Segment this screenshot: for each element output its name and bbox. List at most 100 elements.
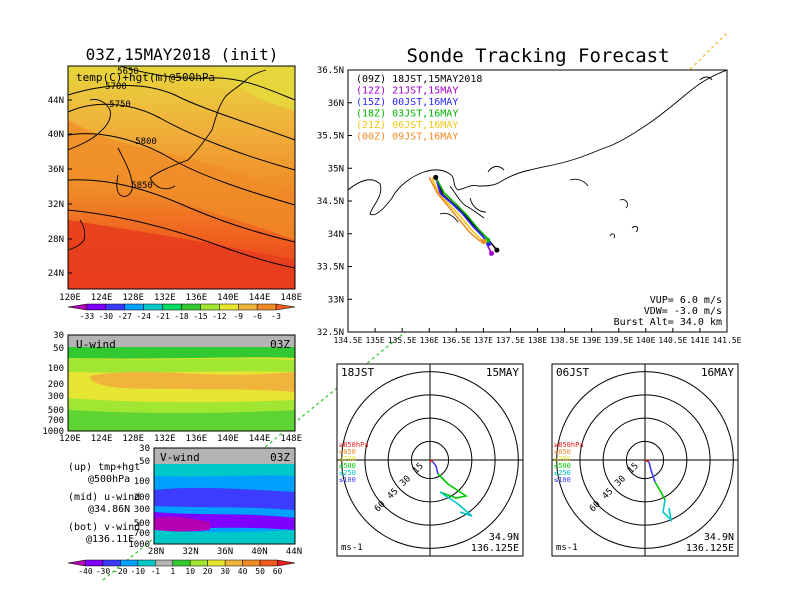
track-endpoint (488, 250, 494, 256)
uwind-lon-tick: 124E (91, 434, 113, 444)
hodograph-lat: 34.9N (489, 532, 519, 543)
track-line (435, 177, 489, 241)
uwind-lon-ticks: 120E 124E 128E 132E 136E 140E 144E 148E (59, 434, 302, 444)
contour-label-5700: 5700 (105, 82, 127, 92)
uwind-p-tick: 200 (48, 380, 64, 390)
uwind-section (68, 335, 295, 431)
hodograph-trace (432, 461, 439, 475)
map-lon-tick: 148E (280, 293, 302, 303)
hodograph-lat: 34.9N (704, 532, 734, 543)
hodograph-trace (437, 473, 469, 499)
colorbar-label: 20 (203, 567, 213, 576)
track-legend-entry: (00Z) 09JST,16MAY (356, 132, 458, 143)
colorbar-swatch (275, 303, 296, 311)
hodograph-level: ≤850 (554, 448, 571, 456)
colorbar-label: -30 (96, 567, 111, 576)
contour-label-5800: 5800 (135, 137, 157, 147)
track-legend-entry: (12Z) 21JST,15MAY (356, 86, 458, 97)
vwind-lat-tick: 28N (148, 547, 164, 557)
colorbar-swatch (256, 303, 277, 311)
map-lon-tick: 120E (59, 293, 81, 303)
vwind-lat-tick: 32N (182, 547, 198, 557)
track-lat-tick: 36.5N (317, 66, 344, 76)
hodograph-level: ≤500 (554, 462, 571, 470)
legend-mid-2: @34.86N (88, 504, 130, 515)
colorbar-swatch (181, 303, 201, 311)
track-lon-tick: 140.5E (658, 336, 687, 345)
vwind-p-tick: 500 (134, 519, 150, 529)
colorbar-swatch (85, 559, 104, 567)
track-lat-tick: 32.5N (317, 328, 344, 338)
track-lat-tick: 33N (328, 295, 344, 305)
track-lat-tick: 35N (328, 164, 344, 174)
track-legend-entry: (15Z) 00JST,16MAY (356, 97, 458, 108)
colorbar-label: -40 (78, 567, 93, 576)
param-burst: Burst Alt= 34.0 km (614, 317, 722, 328)
vwind-p-tick: 200 (134, 493, 150, 503)
vwind-p-tick: 50 (139, 457, 150, 467)
colorbar-swatch (67, 559, 86, 567)
colorbar-label: -3 (271, 312, 281, 321)
uwind-p-tick: 50 (53, 344, 64, 354)
track-lon-tick: 137E (474, 336, 493, 345)
hodograph-trace (644, 459, 650, 463)
contour-label-5750: 5750 (109, 100, 131, 110)
uwind-p-tick: 700 (48, 416, 64, 426)
uwind-lon-tick: 128E (122, 434, 144, 444)
hodograph-level: ≤500 (339, 462, 356, 470)
map-lat-tick: 24N (48, 269, 64, 279)
param-vdw: VDW= -3.0 m/s (644, 306, 722, 317)
vwind-p-tick: 1000 (128, 540, 150, 550)
colorbar-swatch (105, 303, 125, 311)
track-lat-tick: 34N (328, 230, 344, 240)
hodograph-level: ≥850hPa (554, 441, 584, 449)
map-lat-tick: 32N (48, 200, 64, 210)
hodograph-trace (662, 499, 673, 523)
colorbar-label: 1 (170, 567, 175, 576)
map-lon-tick: 144E (249, 293, 271, 303)
colorbar-swatch (277, 559, 296, 567)
colorbar-swatch (224, 559, 243, 567)
track-lon-tick: 134.5E (334, 336, 363, 345)
vwind-lat-ticks: 28N 32N 36N 40N 44N (148, 547, 302, 557)
colorbar-swatch (102, 559, 121, 567)
colorbar-label: -18 (174, 312, 189, 321)
uwind-lon-tick: 132E (154, 434, 176, 444)
colorbar-swatch (172, 559, 191, 567)
track-lon-tick: 138.5E (550, 336, 579, 345)
hodograph-level: ≤250 (554, 469, 571, 477)
track-lines (428, 174, 500, 256)
track-legend-entry: (18Z) 03JST,16MAY (356, 109, 458, 120)
colorbar-label: 40 (238, 567, 248, 576)
vwind-p-tick: 30 (139, 444, 150, 454)
colorbar-label: -20 (113, 567, 128, 576)
colorbar-label: -1 (150, 567, 160, 576)
track-endpoint (480, 239, 486, 245)
hodograph-time: 06JST (556, 366, 589, 379)
map-lon-tick: 136E (186, 293, 208, 303)
hodograph-trace (439, 491, 473, 517)
legend-bot-2: @136.11E (86, 534, 134, 545)
vwind-lat-tick: 36N (217, 547, 233, 557)
track-legend-entry: (09Z) 18JST,15MAY2018 (356, 74, 482, 85)
track-line (428, 177, 484, 243)
hodograph-unit: ms-1 (556, 543, 578, 553)
colorbar-swatch (219, 303, 239, 311)
legend-bot-1: (bot) v-wind (68, 522, 140, 533)
map-field-label: temp(C)+hgt(m)@500hPa (76, 71, 215, 84)
hodograph-level: ≤100 (339, 476, 356, 484)
map-lat-tick: 40N (48, 130, 64, 140)
hodograph-time: 18JST (341, 366, 374, 379)
vwind-section (154, 448, 295, 544)
colorbar-label: -33 (80, 312, 95, 321)
colorbar-label: -30 (99, 312, 114, 321)
uwind-p-tick: 100 (48, 364, 64, 374)
launch-point (433, 174, 439, 180)
legend-up-2: @500hPa (88, 474, 130, 485)
track-lon-tick: 139.5E (604, 336, 633, 345)
hodograph-date: 15MAY (486, 366, 519, 379)
track-line (434, 177, 490, 245)
map-lon-ticks: 120E 124E 128E 132E 136E 140E 144E 148E (59, 293, 302, 303)
track-lon-tick: 141E (690, 336, 709, 345)
map-lat-tick: 44N (48, 96, 64, 106)
